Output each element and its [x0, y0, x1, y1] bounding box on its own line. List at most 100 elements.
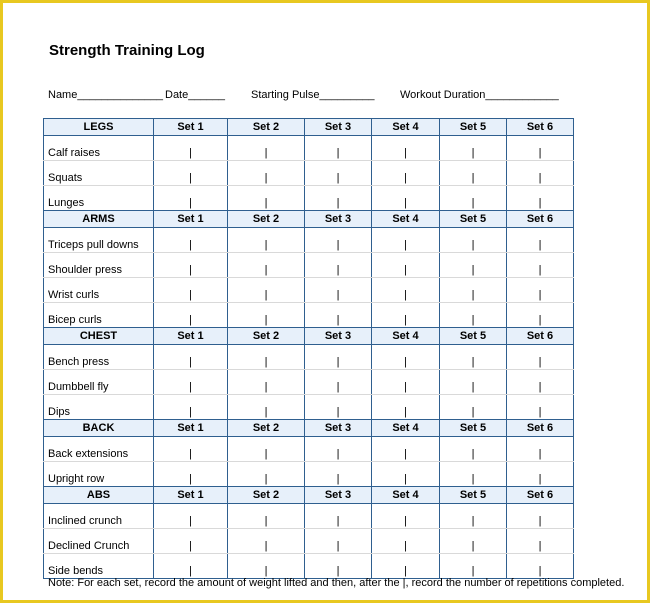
weight-reps-cell[interactable]: |: [153, 252, 228, 278]
workout-duration-field[interactable]: Workout Duration____________: [400, 89, 559, 101]
weight-reps-cell[interactable]: |: [439, 135, 507, 161]
weight-reps-cell[interactable]: |: [439, 394, 507, 420]
weight-reps-cell[interactable]: |: [227, 252, 305, 278]
weight-reps-cell[interactable]: |: [439, 369, 507, 395]
weight-reps-cell[interactable]: |: [371, 135, 440, 161]
weight-reps-cell[interactable]: |: [153, 302, 228, 328]
weight-reps-cell[interactable]: |: [506, 252, 574, 278]
exercise-row: Calf raises | | | | | |: [43, 135, 574, 161]
weight-reps-cell[interactable]: |: [227, 302, 305, 328]
weight-reps-cell[interactable]: |: [227, 344, 305, 370]
weight-reps-cell[interactable]: |: [227, 185, 305, 211]
weight-reps-cell[interactable]: |: [506, 344, 574, 370]
weight-reps-cell[interactable]: |: [304, 277, 372, 303]
weight-reps-cell[interactable]: |: [439, 553, 507, 579]
weight-reps-cell[interactable]: |: [439, 461, 507, 487]
weight-reps-cell[interactable]: |: [153, 503, 228, 529]
starting-pulse-field[interactable]: Starting Pulse_________: [251, 89, 375, 101]
exercise-name: Shoulder press: [43, 252, 154, 278]
set-header: Set 6: [506, 486, 574, 504]
weight-reps-cell[interactable]: |: [371, 277, 440, 303]
weight-reps-cell[interactable]: |: [153, 135, 228, 161]
weight-reps-cell[interactable]: |: [304, 185, 372, 211]
weight-reps-cell[interactable]: |: [371, 252, 440, 278]
weight-reps-cell[interactable]: |: [371, 344, 440, 370]
weight-reps-cell[interactable]: |: [304, 227, 372, 253]
weight-reps-cell[interactable]: |: [439, 302, 507, 328]
weight-reps-cell[interactable]: |: [227, 528, 305, 554]
weight-reps-cell[interactable]: |: [304, 344, 372, 370]
weight-reps-cell[interactable]: |: [439, 503, 507, 529]
weight-reps-cell[interactable]: |: [371, 436, 440, 462]
weight-reps-cell[interactable]: |: [506, 394, 574, 420]
weight-reps-cell[interactable]: |: [304, 528, 372, 554]
weight-reps-cell[interactable]: |: [227, 503, 305, 529]
weight-reps-cell[interactable]: |: [371, 528, 440, 554]
weight-reps-cell[interactable]: |: [304, 436, 372, 462]
weight-reps-cell[interactable]: |: [439, 185, 507, 211]
weight-reps-cell[interactable]: |: [304, 369, 372, 395]
weight-reps-cell[interactable]: |: [227, 461, 305, 487]
weight-reps-cell[interactable]: |: [153, 436, 228, 462]
name-field[interactable]: Name______________: [48, 89, 163, 101]
weight-reps-cell[interactable]: |: [304, 553, 372, 579]
weight-reps-cell[interactable]: |: [227, 369, 305, 395]
weight-reps-cell[interactable]: |: [506, 277, 574, 303]
weight-reps-cell[interactable]: |: [506, 528, 574, 554]
weight-reps-cell[interactable]: |: [439, 160, 507, 186]
weight-reps-cell[interactable]: |: [439, 227, 507, 253]
weight-reps-cell[interactable]: |: [227, 160, 305, 186]
weight-reps-cell[interactable]: |: [227, 436, 305, 462]
weight-reps-cell[interactable]: |: [506, 553, 574, 579]
weight-reps-cell[interactable]: |: [439, 277, 507, 303]
weight-reps-cell[interactable]: |: [304, 503, 372, 529]
weight-reps-cell[interactable]: |: [304, 160, 372, 186]
set-header: Set 2: [227, 419, 305, 437]
weight-reps-cell[interactable]: |: [227, 277, 305, 303]
weight-reps-cell[interactable]: |: [153, 160, 228, 186]
weight-reps-cell[interactable]: |: [304, 302, 372, 328]
weight-reps-cell[interactable]: |: [506, 185, 574, 211]
weight-reps-cell[interactable]: |: [304, 461, 372, 487]
date-field[interactable]: Date______: [165, 89, 225, 101]
weight-reps-cell[interactable]: |: [304, 135, 372, 161]
weight-reps-cell[interactable]: |: [153, 369, 228, 395]
weight-reps-cell[interactable]: |: [371, 160, 440, 186]
weight-reps-cell[interactable]: |: [304, 394, 372, 420]
weight-reps-cell[interactable]: |: [227, 135, 305, 161]
weight-reps-cell[interactable]: |: [506, 503, 574, 529]
weight-reps-cell[interactable]: |: [439, 344, 507, 370]
weight-reps-cell[interactable]: |: [371, 302, 440, 328]
weight-reps-cell[interactable]: |: [153, 553, 228, 579]
weight-reps-cell[interactable]: |: [153, 394, 228, 420]
weight-reps-cell[interactable]: |: [153, 185, 228, 211]
weight-reps-cell[interactable]: |: [506, 227, 574, 253]
weight-reps-cell[interactable]: |: [153, 277, 228, 303]
weight-reps-cell[interactable]: |: [371, 185, 440, 211]
weight-reps-cell[interactable]: |: [506, 135, 574, 161]
weight-reps-cell[interactable]: |: [439, 528, 507, 554]
weight-reps-cell[interactable]: |: [227, 553, 305, 579]
weight-reps-cell[interactable]: |: [227, 394, 305, 420]
weight-reps-cell[interactable]: |: [506, 436, 574, 462]
weight-reps-cell[interactable]: |: [153, 528, 228, 554]
weight-reps-cell[interactable]: |: [304, 252, 372, 278]
group-header-row: LEGS Set 1 Set 2 Set 3 Set 4 Set 5 Set 6: [43, 118, 574, 136]
weight-reps-cell[interactable]: |: [439, 252, 507, 278]
weight-reps-cell[interactable]: |: [153, 344, 228, 370]
weight-reps-cell[interactable]: |: [153, 461, 228, 487]
weight-reps-cell[interactable]: |: [506, 302, 574, 328]
weight-reps-cell[interactable]: |: [153, 227, 228, 253]
weight-reps-cell[interactable]: |: [506, 369, 574, 395]
log-title: Strength Training Log: [49, 42, 205, 59]
weight-reps-cell[interactable]: |: [371, 553, 440, 579]
weight-reps-cell[interactable]: |: [506, 461, 574, 487]
weight-reps-cell[interactable]: |: [506, 160, 574, 186]
weight-reps-cell[interactable]: |: [371, 503, 440, 529]
weight-reps-cell[interactable]: |: [227, 227, 305, 253]
weight-reps-cell[interactable]: |: [371, 394, 440, 420]
weight-reps-cell[interactable]: |: [439, 436, 507, 462]
weight-reps-cell[interactable]: |: [371, 369, 440, 395]
weight-reps-cell[interactable]: |: [371, 227, 440, 253]
weight-reps-cell[interactable]: |: [371, 461, 440, 487]
